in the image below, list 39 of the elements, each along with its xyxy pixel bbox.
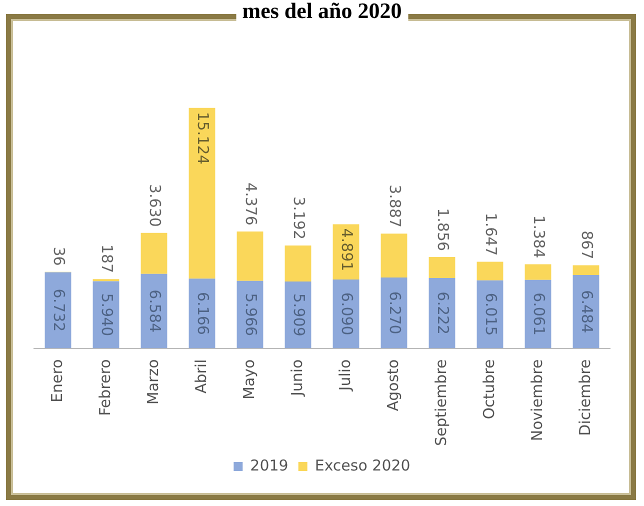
- x-tick-label: Junio: [288, 359, 306, 398]
- data-label: 6.584: [146, 290, 164, 333]
- x-tick-label: Marzo: [144, 359, 162, 405]
- x-tick-label: Enero: [48, 359, 66, 402]
- x-tick-label: Mayo: [240, 359, 258, 400]
- data-label: 6.015: [482, 292, 500, 336]
- data-label: 4.891: [338, 228, 356, 272]
- data-label: 5.940: [98, 293, 116, 336]
- data-label: 1.647: [482, 212, 500, 256]
- data-label: 187: [98, 244, 116, 274]
- data-label: 1.856: [434, 208, 452, 252]
- x-tick-label: Abril: [192, 359, 210, 394]
- data-label: 3.192: [290, 196, 308, 240]
- data-label: 6.222: [434, 292, 452, 335]
- chart-title: mes del año 2020: [236, 0, 408, 23]
- data-label: 36: [50, 246, 68, 266]
- legend-label: 2019: [250, 456, 288, 474]
- x-tick-label: Septiembre: [432, 359, 450, 446]
- data-label: 6.484: [578, 290, 596, 334]
- data-label: 6.270: [386, 291, 404, 334]
- data-label: 4.376: [242, 182, 260, 226]
- data-label: 3.887: [386, 184, 404, 228]
- data-label: 6.061: [530, 292, 548, 336]
- data-label: 15.124: [194, 112, 212, 164]
- x-tick-label: Agosto: [384, 359, 402, 412]
- data-label: 1.384: [530, 215, 548, 258]
- x-tick-label: Noviembre: [528, 359, 546, 442]
- x-tick-label: Diciembre: [576, 359, 594, 436]
- x-tick-label: Febrero: [96, 359, 114, 416]
- data-label: 5.909: [290, 293, 308, 336]
- data-label: 5.966: [242, 293, 260, 336]
- data-label: 867: [578, 230, 596, 260]
- x-tick-label: Octubre: [480, 359, 498, 420]
- data-label: 6.166: [194, 292, 212, 335]
- x-tick-label: Julio: [336, 359, 354, 392]
- data-label: 6.090: [338, 292, 356, 336]
- legend-label: Exceso 2020: [314, 456, 410, 474]
- data-label: 3.630: [146, 184, 164, 227]
- data-label: 6.732: [50, 288, 68, 332]
